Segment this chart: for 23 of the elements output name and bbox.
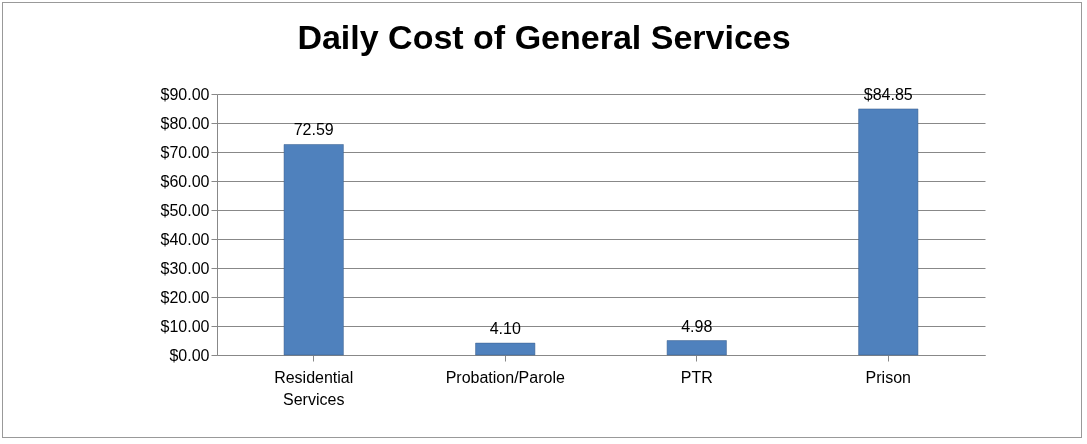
y-tick-label: $50.00 bbox=[160, 201, 210, 219]
x-tick-label: Prison bbox=[865, 368, 911, 386]
y-tick-label: $80.00 bbox=[160, 114, 210, 132]
bar bbox=[858, 108, 919, 356]
y-tick-label: $70.00 bbox=[160, 143, 210, 161]
x-tick-label: PTR bbox=[680, 368, 713, 386]
y-tick-label: $90.00 bbox=[160, 85, 210, 103]
y-tick-label: $40.00 bbox=[160, 230, 210, 248]
x-tick-label: Residential Services bbox=[274, 368, 354, 408]
y-tick-label: $0.00 bbox=[169, 346, 210, 364]
bar bbox=[475, 342, 536, 356]
y-tick-label: $30.00 bbox=[160, 259, 210, 277]
y-tick-label: $60.00 bbox=[160, 172, 210, 190]
chart-title: Daily Cost of General Services bbox=[297, 18, 791, 56]
data-label: 4.10 bbox=[489, 320, 521, 338]
data-label: 4.98 bbox=[681, 317, 713, 335]
bar bbox=[283, 144, 344, 356]
y-tick-label: $10.00 bbox=[160, 317, 210, 335]
bar bbox=[666, 340, 727, 356]
x-tick-label: Probation/Parole bbox=[445, 368, 565, 386]
data-label: 72.59 bbox=[293, 121, 334, 139]
data-label: $84.85 bbox=[863, 85, 913, 103]
y-tick-label: $20.00 bbox=[160, 288, 210, 306]
